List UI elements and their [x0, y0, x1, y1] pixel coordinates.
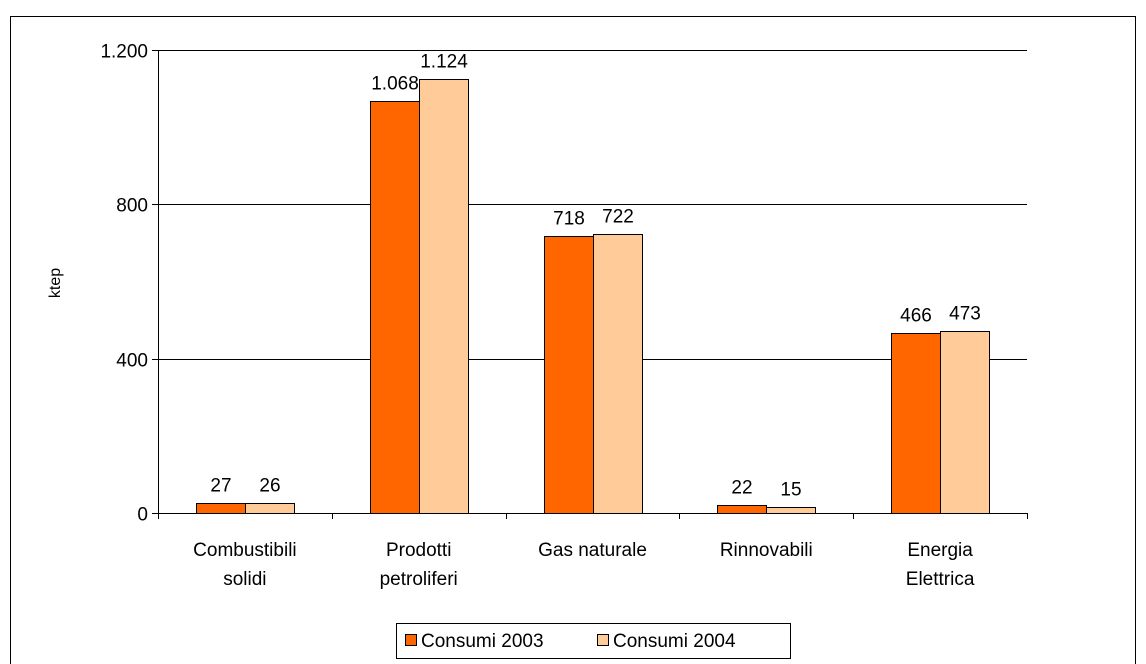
- legend: Consumi 2003 Consumi 2004: [396, 623, 791, 659]
- y-tick-label: 1.200: [100, 42, 148, 63]
- category-label: petroliferi: [380, 569, 458, 590]
- legend-swatch-2004: [597, 634, 609, 646]
- legend-label-2003: Consumi 2003: [421, 631, 544, 652]
- bar-2003: [544, 236, 594, 514]
- axes: 0 400 800 1.200 Combustibili solidi Prodotti pe…: [100, 42, 1028, 590]
- bar-2004: [419, 79, 469, 514]
- category-label: Elettrica: [906, 569, 975, 590]
- y-axis-title: ktep: [47, 268, 64, 298]
- legend-swatch-2003: [405, 634, 417, 646]
- data-label: 473: [949, 304, 981, 325]
- y-tick-label: 800: [116, 196, 148, 217]
- bars: [196, 79, 990, 514]
- bar-2004: [245, 503, 295, 514]
- category-label: Rinnovabili: [720, 540, 813, 561]
- data-label: 26: [259, 476, 280, 497]
- bar-2004: [940, 331, 990, 514]
- category-label: Prodotti: [386, 540, 451, 561]
- legend-box: [396, 623, 791, 659]
- bar-2003: [196, 503, 246, 514]
- category-label: solidi: [223, 569, 266, 590]
- data-label: 722: [602, 207, 634, 228]
- data-label: 1.124: [420, 52, 468, 73]
- data-label: 15: [780, 480, 801, 501]
- data-label: 1.068: [371, 74, 419, 95]
- category-label: Combustibili: [193, 540, 296, 561]
- y-tick-label: 0: [137, 505, 148, 526]
- bar-2003: [370, 101, 420, 514]
- bar-2004: [766, 507, 816, 514]
- bar-2004: [593, 234, 643, 514]
- y-tick-label: 400: [116, 351, 148, 372]
- data-label: 466: [900, 306, 932, 327]
- data-label: 718: [553, 209, 585, 230]
- category-label: Energia: [907, 540, 973, 561]
- legend-label-2004: Consumi 2004: [613, 631, 736, 652]
- category-label: Gas naturale: [538, 540, 647, 561]
- data-label: 27: [210, 476, 231, 497]
- data-label: 22: [731, 478, 752, 499]
- bar-2003: [717, 505, 767, 514]
- bar-2003: [891, 333, 941, 514]
